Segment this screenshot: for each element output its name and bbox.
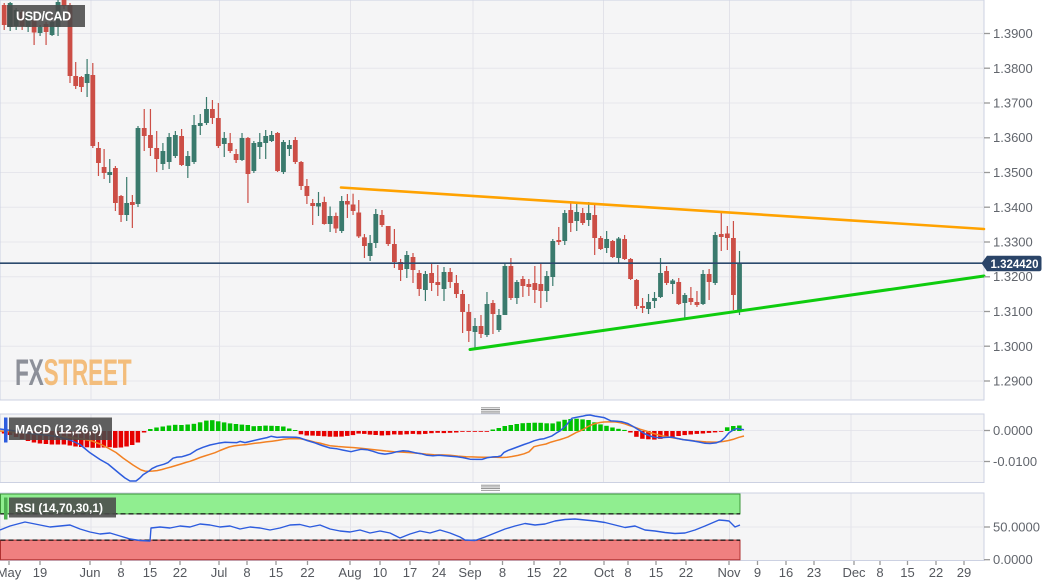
svg-text:USD/CAD: USD/CAD	[16, 10, 71, 24]
svg-text:29: 29	[957, 565, 971, 580]
svg-text:Jul: Jul	[211, 565, 228, 580]
svg-text:10: 10	[373, 565, 387, 580]
svg-text:1.3800: 1.3800	[993, 61, 1033, 76]
svg-text:15: 15	[143, 565, 157, 580]
svg-text:RSI (14,70,30,1): RSI (14,70,30,1)	[15, 501, 103, 515]
svg-text:1.3400: 1.3400	[993, 200, 1033, 215]
svg-text:22: 22	[173, 565, 187, 580]
svg-text:50.0000: 50.0000	[993, 520, 1040, 535]
svg-text:0.0000: 0.0000	[993, 423, 1033, 438]
svg-text:1.3600: 1.3600	[993, 130, 1033, 145]
svg-text:8: 8	[117, 565, 124, 580]
svg-text:1.3500: 1.3500	[993, 165, 1033, 180]
svg-text:15: 15	[900, 565, 914, 580]
svg-text:22: 22	[300, 565, 314, 580]
svg-text:8: 8	[624, 565, 631, 580]
svg-text:22: 22	[553, 565, 567, 580]
svg-text:1.3100: 1.3100	[993, 304, 1033, 319]
svg-text:23: 23	[807, 565, 821, 580]
svg-text:22: 22	[679, 565, 693, 580]
svg-text:-0.0100: -0.0100	[993, 454, 1037, 469]
svg-text:0.0000: 0.0000	[993, 552, 1033, 567]
svg-text:22: 22	[929, 565, 943, 580]
svg-text:24: 24	[432, 565, 446, 580]
svg-text:1.3300: 1.3300	[993, 235, 1033, 250]
svg-text:May: May	[0, 565, 22, 580]
svg-text:15: 15	[649, 565, 663, 580]
svg-text:MACD (12,26,9): MACD (12,26,9)	[15, 423, 102, 437]
svg-text:FXSTREET: FXSTREET	[15, 351, 132, 393]
svg-text:1.3000: 1.3000	[993, 339, 1033, 354]
svg-text:8: 8	[876, 565, 883, 580]
svg-text:Oct: Oct	[594, 565, 615, 580]
svg-text:15: 15	[527, 565, 541, 580]
svg-text:16: 16	[779, 565, 793, 580]
svg-text:15: 15	[269, 565, 283, 580]
svg-text:Sep: Sep	[458, 565, 481, 580]
svg-text:1.3900: 1.3900	[993, 26, 1033, 41]
svg-text:8: 8	[499, 565, 506, 580]
svg-text:Aug: Aug	[338, 565, 361, 580]
svg-text:1.324420: 1.324420	[991, 259, 1039, 271]
svg-text:8: 8	[243, 565, 250, 580]
svg-text:17: 17	[403, 565, 417, 580]
svg-text:Jun: Jun	[80, 565, 101, 580]
svg-text:Nov: Nov	[717, 565, 741, 580]
svg-text:1.3700: 1.3700	[993, 96, 1033, 111]
svg-text:9: 9	[754, 565, 761, 580]
svg-text:1.2900: 1.2900	[993, 374, 1033, 389]
svg-text:1.3200: 1.3200	[993, 269, 1033, 284]
svg-text:Dec: Dec	[842, 565, 866, 580]
svg-text:19: 19	[33, 565, 47, 580]
